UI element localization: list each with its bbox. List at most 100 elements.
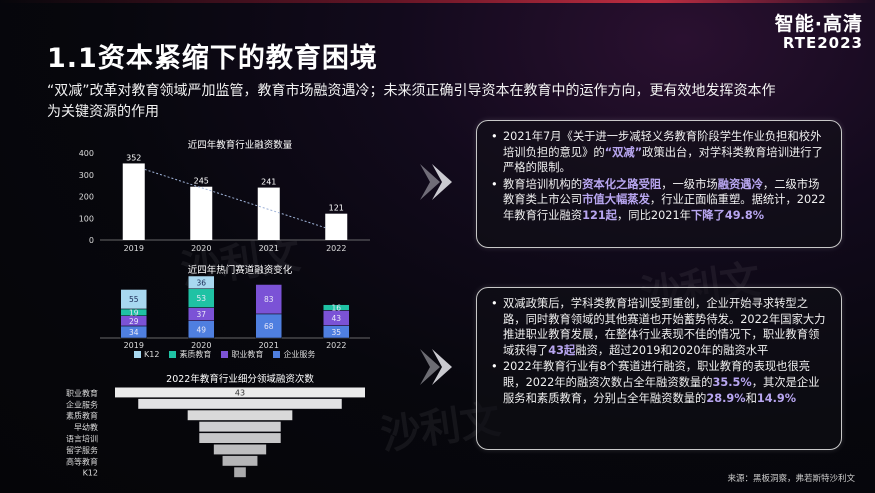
trend-line: [144, 168, 326, 229]
funnel-bar: [222, 455, 258, 466]
data-label: 55: [129, 295, 139, 304]
y-tick-label: 200: [79, 193, 94, 202]
data-label: 68: [264, 322, 274, 331]
x-tick-label: 2021: [259, 244, 279, 253]
funnel-bar: [199, 421, 281, 432]
x-tick-label: 2020: [191, 341, 211, 350]
highlight-text: 121起: [582, 208, 617, 222]
data-label: 121: [329, 204, 344, 213]
y-tick-label: 100: [79, 214, 94, 223]
data-label: 35: [331, 328, 341, 337]
data-label: 53: [196, 294, 206, 303]
chart3-title: 2022年教育行业细分领域融资次数: [166, 374, 314, 385]
info-panel-bottom: 双减政策后，学科类教育培训受到重创，企业开始寻求转型之路，同时教育领域的其他赛道…: [476, 287, 842, 450]
brand-en: RTE2023: [782, 33, 863, 52]
highlight-text: 28.9%: [706, 391, 746, 405]
funnel-bar: [234, 467, 246, 478]
x-tick-label: 2020: [191, 244, 211, 253]
top-glow-line: [0, 0, 875, 3]
highlight-text: 35.5%: [712, 375, 752, 389]
data-label: 49: [196, 325, 206, 334]
funnel-bar: [187, 410, 293, 421]
legend-item-k12: K12: [134, 349, 159, 360]
data-label: 36: [196, 278, 206, 287]
body-text: ，行业正面临重塑。据统计，2022年教育行业融资: [503, 193, 826, 222]
body-text: ，同比2021年: [616, 208, 691, 222]
legend-item-enterprise: 企业服务: [273, 349, 315, 360]
bullet-item: 双减政策后，学科类教育培训受到重创，企业开始寻求转型之路，同时教育领域的其他赛道…: [491, 296, 827, 358]
highlight-text: 14.9%: [756, 391, 797, 405]
body-text: 和: [745, 391, 757, 405]
bullet-item: 教育培训机构的资本化之路受阻，一级市场融资遇冷，二级市场教育类上市公司市值大幅蒸…: [491, 177, 827, 224]
body-text: 政策出台，对学科类教育培训进行了严格的限制。: [503, 145, 823, 175]
page-title: 1.1资本紧缩下的教育困境: [47, 43, 378, 74]
body-text: ，其次是企业服务和素质教育，分别占全年融资数量的: [503, 375, 820, 405]
highlight-text: 融资遇冷: [717, 177, 763, 191]
chart2-title: 近四年热门赛道融资变化: [187, 265, 293, 276]
source-note: 来源：黑板洞察，弗若斯特沙利文: [727, 474, 855, 484]
stacked-bar-segment: [323, 304, 350, 311]
x-tick-label: 2019: [124, 341, 144, 350]
data-label: 43: [331, 314, 341, 323]
data-label: 37: [196, 310, 206, 319]
category-label: 留学服务: [66, 445, 98, 455]
bar: [190, 186, 213, 240]
highlight-text: “双减”: [604, 145, 643, 159]
bar: [325, 213, 348, 240]
stacked-bar-segment: [188, 275, 215, 290]
legend-item-vocational: 职业教育: [221, 349, 263, 360]
body-text: 2022年教育行业有8个赛道进行融资，职业教育的表现也很亮眼，2022年的融资次…: [503, 360, 811, 389]
body-text: 教育培训机构的: [503, 177, 583, 191]
funnel-bar: [213, 444, 267, 455]
category-label: 企业服务: [66, 399, 98, 409]
data-label: 19: [129, 308, 139, 317]
data-label: 43: [235, 389, 245, 398]
highlight-text: 资本化之路受阻: [582, 177, 662, 191]
data-label: 29: [129, 317, 139, 326]
x-tick-label: 2022: [326, 341, 346, 350]
body-text: ，二级市场教育类上市公司: [503, 177, 820, 207]
funnel-bar: [115, 387, 365, 398]
legend-item-quality: 素质教育: [169, 349, 211, 360]
funnel-bar: [138, 398, 342, 409]
stacked-bar-segment: [120, 289, 147, 310]
bullet-item: 2022年教育行业有8个赛道进行融资，职业教育的表现也很亮眼，2022年的融资次…: [491, 359, 827, 406]
x-tick-label: 2019: [124, 244, 144, 253]
category-label: 高等教育: [66, 456, 98, 466]
data-label: 245: [194, 177, 209, 186]
x-tick-label: 2021: [259, 341, 279, 350]
y-tick-label: 300: [79, 171, 94, 180]
chevron-right-icon: [420, 349, 452, 385]
body-text: 双减政策后，学科类教育培训受到重创，企业开始寻求转型之路，同时教育领域的其他赛道…: [503, 297, 826, 357]
y-tick-label: 400: [79, 149, 94, 158]
category-label: 语言培训: [66, 434, 98, 444]
category-label: 职业教育: [66, 388, 98, 398]
brand-cn: 智能·高清: [774, 13, 863, 35]
chevron-right-icon: [420, 164, 452, 200]
body-text: 2021年7月《关于进一步减轻义务教育阶段学生作业负担和校外培训负担的意见》的: [503, 130, 822, 159]
bullet-item: 2021年7月《关于进一步减轻义务教育阶段学生作业负担和校外培训负担的意见》的“…: [491, 129, 827, 176]
category-label: K12: [83, 469, 98, 478]
chart-funding-count: 0 100 200 300 400 352 2019 245 2020 241 2021 121 202…: [79, 149, 370, 253]
data-label: 352: [126, 153, 141, 162]
bar: [122, 163, 145, 240]
chart2-legend: K12 素质教育 职业教育 企业服务: [134, 349, 315, 360]
brand-logo: 智能·高清 RTE2023: [775, 14, 863, 51]
stacked-bar-segment: [255, 284, 282, 315]
body-text: ，一级市场: [661, 177, 718, 191]
x-tick-label: 2022: [326, 244, 346, 253]
page-subtitle: “双减”改革对教育领域严加监管，教育市场融资遇冷；未来须正确引导资本在教育中的运…: [47, 83, 776, 120]
highlight-text: 市值大幅蒸发: [582, 193, 650, 207]
category-label: 素质教育: [66, 411, 98, 421]
data-label: 241: [261, 178, 276, 187]
body-text: 融资，超过2019和2020年的融资水平: [575, 343, 769, 357]
highlight-text: 43起: [548, 343, 576, 357]
highlight-text: 下降了49.8%: [690, 208, 765, 222]
bar: [257, 187, 280, 240]
y-tick-label: 0: [89, 236, 94, 245]
category-label: 早幼教: [74, 422, 98, 432]
stacked-bar-segment: [255, 313, 282, 339]
data-label: 34: [129, 328, 139, 337]
chart1-title: 近四年教育行业融资数量: [187, 140, 293, 151]
